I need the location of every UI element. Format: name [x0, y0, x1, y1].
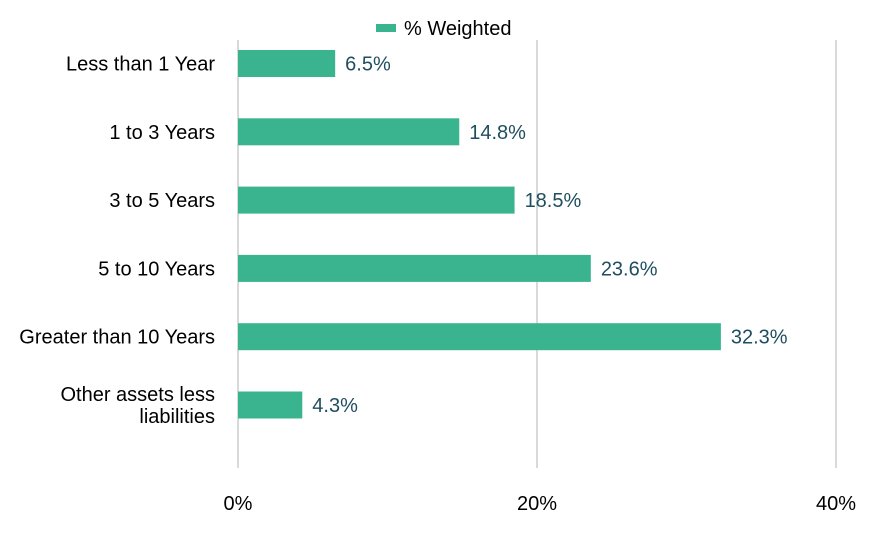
bar-layer: [238, 50, 721, 419]
category-label: Other assets less: [60, 384, 215, 406]
data-label: 23.6%: [601, 258, 658, 280]
category-label: 5 to 10 Years: [98, 258, 215, 280]
category-label: 1 to 3 Years: [109, 122, 215, 144]
data-label: 14.8%: [469, 122, 526, 144]
bar: [238, 323, 721, 351]
bar: [238, 186, 515, 214]
data-label: 32.3%: [731, 327, 788, 349]
data-label: 4.3%: [312, 395, 358, 417]
legend-label: % Weighted: [404, 18, 511, 40]
bar: [238, 50, 336, 77]
bar: [238, 254, 591, 282]
x-tick-label: 40%: [816, 493, 856, 515]
x-tick-label: 20%: [517, 493, 557, 515]
label-layer: 0% 20% 40% Less than 1 Year 6.5% 1 to 3 Years…: [19, 54, 856, 516]
x-tick-label: 0%: [224, 493, 253, 515]
category-label: 3 to 5 Years: [109, 190, 215, 212]
legend-swatch: [376, 24, 396, 32]
data-label: 6.5%: [345, 54, 391, 76]
category-label: Greater than 10 Years: [19, 327, 215, 349]
category-label: liabilities: [139, 406, 215, 428]
category-label: Less than 1 Year: [66, 54, 215, 76]
bar: [238, 391, 303, 419]
bar: [238, 118, 460, 146]
legend: % Weighted: [376, 18, 511, 40]
data-label: 18.5%: [525, 190, 582, 212]
